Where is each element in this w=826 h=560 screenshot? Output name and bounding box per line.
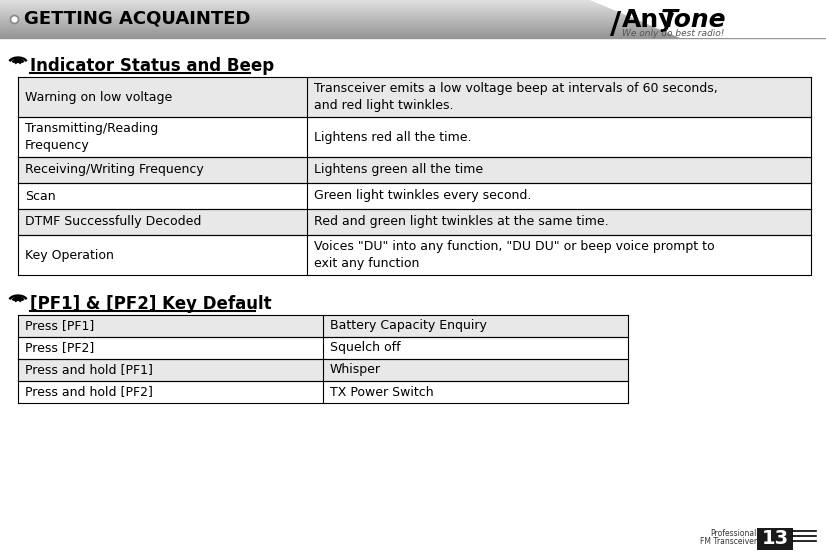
Text: Voices "DU" into any function, "DU DU" or beep voice prompt to
exit any function: Voices "DU" into any function, "DU DU" o… bbox=[315, 240, 715, 270]
Text: Press and hold [PF1]: Press and hold [PF1] bbox=[25, 363, 153, 376]
Bar bbox=[0, 1, 826, 2]
Bar bbox=[18, 77, 811, 117]
Bar bbox=[0, 27, 826, 28]
Text: /: / bbox=[610, 10, 621, 39]
Bar bbox=[0, 13, 826, 14]
Text: [PF1] & [PF2] Key Default: [PF1] & [PF2] Key Default bbox=[30, 295, 272, 313]
Bar bbox=[18, 209, 811, 235]
Bar bbox=[0, 12, 826, 13]
Bar bbox=[0, 24, 826, 25]
Bar bbox=[0, 31, 826, 32]
Text: Battery Capacity Enquiry: Battery Capacity Enquiry bbox=[330, 320, 487, 333]
Bar bbox=[0, 8, 826, 9]
Text: Squelch off: Squelch off bbox=[330, 342, 401, 354]
Text: Press and hold [PF2]: Press and hold [PF2] bbox=[25, 385, 153, 399]
Bar bbox=[0, 26, 826, 27]
Bar bbox=[0, 16, 826, 17]
Bar bbox=[0, 30, 826, 31]
Bar bbox=[18, 337, 628, 359]
Bar bbox=[0, 19, 826, 20]
Bar bbox=[757, 528, 793, 550]
Bar bbox=[0, 0, 826, 1]
Text: FM Transceiver: FM Transceiver bbox=[700, 538, 757, 547]
Bar bbox=[0, 3, 826, 4]
Bar bbox=[18, 157, 811, 183]
Bar bbox=[18, 359, 628, 381]
Bar bbox=[0, 6, 826, 7]
Bar bbox=[18, 183, 811, 209]
Bar bbox=[0, 11, 826, 12]
Bar bbox=[0, 14, 826, 15]
Text: Lightens green all the time: Lightens green all the time bbox=[315, 164, 483, 176]
Bar bbox=[18, 381, 628, 403]
Bar bbox=[0, 21, 826, 22]
Text: Press [PF1]: Press [PF1] bbox=[25, 320, 94, 333]
Bar bbox=[18, 315, 628, 337]
Text: 13: 13 bbox=[762, 530, 789, 548]
Bar bbox=[18, 235, 811, 275]
Text: Whisper: Whisper bbox=[330, 363, 381, 376]
Bar bbox=[0, 34, 826, 35]
Bar bbox=[0, 17, 826, 18]
Bar bbox=[0, 20, 826, 21]
Text: Any: Any bbox=[622, 8, 676, 32]
Bar bbox=[0, 33, 826, 34]
Bar bbox=[0, 36, 826, 37]
Text: Receiving/Writing Frequency: Receiving/Writing Frequency bbox=[25, 164, 204, 176]
Bar bbox=[0, 32, 826, 33]
Bar bbox=[0, 15, 826, 16]
Text: DTMF Successfully Decoded: DTMF Successfully Decoded bbox=[25, 216, 202, 228]
Text: Press [PF2]: Press [PF2] bbox=[25, 342, 94, 354]
Text: Key Operation: Key Operation bbox=[25, 249, 114, 262]
Text: We only do best radio!: We only do best radio! bbox=[622, 29, 724, 38]
Text: Red and green light twinkles at the same time.: Red and green light twinkles at the same… bbox=[315, 216, 609, 228]
Text: Scan: Scan bbox=[25, 189, 55, 203]
Bar bbox=[0, 2, 826, 3]
Text: Indicator Status and Beep: Indicator Status and Beep bbox=[30, 57, 274, 75]
Text: GETTING ACQUAINTED: GETTING ACQUAINTED bbox=[24, 10, 250, 28]
Bar bbox=[0, 29, 826, 30]
Text: Tone: Tone bbox=[661, 8, 727, 32]
Bar bbox=[0, 37, 826, 38]
Bar bbox=[0, 5, 826, 6]
Text: Warning on low voltage: Warning on low voltage bbox=[25, 91, 173, 104]
Text: TX Power Switch: TX Power Switch bbox=[330, 385, 434, 399]
Text: Transceiver emits a low voltage beep at intervals of 60 seconds,
and red light t: Transceiver emits a low voltage beep at … bbox=[315, 82, 718, 112]
Text: Professional: Professional bbox=[710, 530, 757, 539]
Bar bbox=[0, 25, 826, 26]
Bar bbox=[0, 4, 826, 5]
Text: Green light twinkles every second.: Green light twinkles every second. bbox=[315, 189, 532, 203]
Bar bbox=[0, 7, 826, 8]
Bar bbox=[18, 117, 811, 157]
Polygon shape bbox=[590, 0, 826, 38]
Bar bbox=[0, 10, 826, 11]
Bar bbox=[0, 28, 826, 29]
Bar bbox=[0, 35, 826, 36]
Text: Transmitting/Reading
Frequency: Transmitting/Reading Frequency bbox=[25, 122, 159, 152]
Text: Lightens red all the time.: Lightens red all the time. bbox=[315, 130, 472, 143]
Bar bbox=[0, 9, 826, 10]
Bar bbox=[0, 18, 826, 19]
Bar bbox=[0, 22, 826, 23]
Bar bbox=[0, 23, 826, 24]
